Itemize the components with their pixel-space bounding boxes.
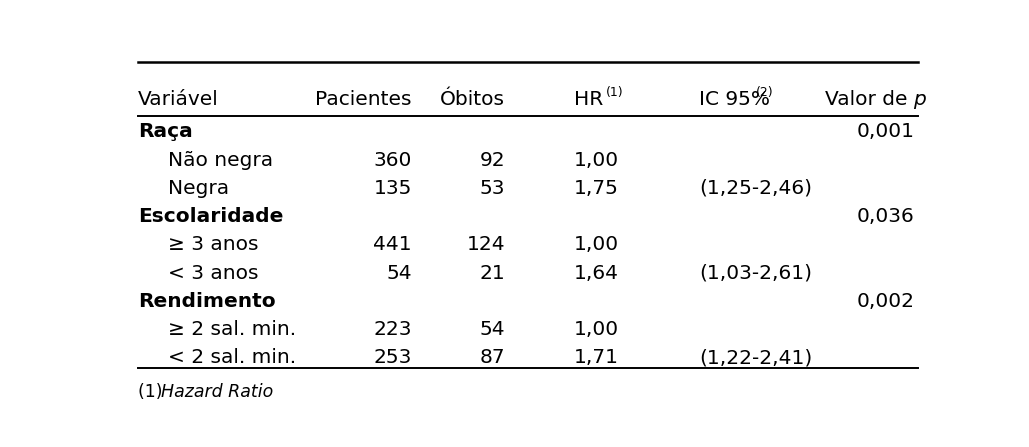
Text: Variável: Variável [138, 90, 219, 109]
Text: Valor de: Valor de [825, 90, 914, 109]
Text: ≥ 2 sal. min.: ≥ 2 sal. min. [169, 320, 296, 339]
Text: 53: 53 [480, 179, 505, 198]
Text: Rendimento: Rendimento [138, 292, 276, 311]
Text: (2): (2) [756, 86, 774, 99]
Text: Escolaridade: Escolaridade [138, 207, 284, 226]
Text: Raça: Raça [138, 122, 193, 142]
Text: Hazard Ratio: Hazard Ratio [161, 384, 273, 401]
Text: (1): (1) [138, 384, 168, 401]
Text: p: p [914, 90, 926, 109]
Text: 135: 135 [374, 179, 412, 198]
Text: ≥ 3 anos: ≥ 3 anos [169, 236, 259, 254]
Text: 54: 54 [480, 320, 505, 339]
Text: Pacientes: Pacientes [315, 90, 412, 109]
Text: 1,00: 1,00 [573, 151, 618, 170]
Text: 124: 124 [466, 236, 505, 254]
Text: 1,71: 1,71 [573, 348, 618, 367]
Text: (1,22-2,41): (1,22-2,41) [699, 348, 812, 367]
Text: 360: 360 [374, 151, 412, 170]
Text: < 3 anos: < 3 anos [169, 264, 259, 283]
Text: 441: 441 [374, 236, 412, 254]
Text: 1,75: 1,75 [573, 179, 618, 198]
Text: Não negra: Não negra [169, 151, 274, 170]
Text: 0,036: 0,036 [856, 207, 914, 226]
Text: Óbitos: Óbitos [440, 90, 505, 109]
Text: 87: 87 [480, 348, 505, 367]
Text: 54: 54 [386, 264, 412, 283]
Text: 1,64: 1,64 [573, 264, 618, 283]
Text: (1,03-2,61): (1,03-2,61) [699, 264, 812, 283]
Text: 253: 253 [374, 348, 412, 367]
Text: HR: HR [573, 90, 603, 109]
Text: 1,00: 1,00 [573, 236, 618, 254]
Text: (1): (1) [605, 86, 624, 99]
Text: 223: 223 [374, 320, 412, 339]
Text: 0,001: 0,001 [856, 122, 914, 142]
Text: 1,00: 1,00 [573, 320, 618, 339]
Text: Negra: Negra [169, 179, 229, 198]
Text: (1,25-2,46): (1,25-2,46) [699, 179, 812, 198]
Text: 21: 21 [480, 264, 505, 283]
Text: 92: 92 [480, 151, 505, 170]
Text: IC 95%: IC 95% [699, 90, 770, 109]
Text: 0,002: 0,002 [856, 292, 914, 311]
Text: < 2 sal. min.: < 2 sal. min. [169, 348, 296, 367]
